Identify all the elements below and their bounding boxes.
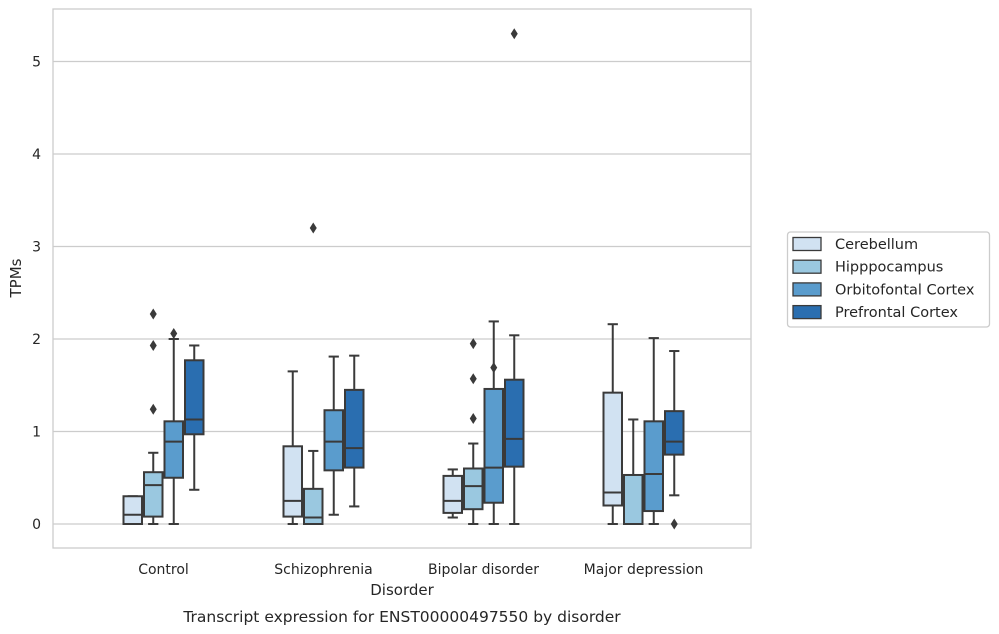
iqr-box: [623, 473, 644, 526]
iqr-box: [282, 445, 303, 518]
box-plot: [344, 354, 365, 508]
iqr-box: [442, 474, 463, 514]
box-plot: [623, 418, 644, 526]
outlier-point: [469, 338, 477, 350]
iqr-box: [303, 487, 324, 526]
x-axis-label: Disorder: [370, 581, 434, 599]
iqr-box: [323, 409, 344, 472]
box-series: [122, 28, 685, 530]
box-plot: [504, 28, 525, 525]
x-tick-labels: Control Schizophrenia Bipolar disorder Majo…: [138, 562, 703, 578]
box-plot: [483, 320, 504, 525]
outlier-point: [510, 28, 518, 40]
legend: Cerebellum Hipppocampus Orbitofontal Corte…: [786, 231, 991, 328]
iqr-box: [122, 495, 143, 525]
outlier-point: [149, 339, 157, 351]
x-tick-label: Major depression: [584, 562, 704, 578]
iqr-box: [643, 420, 664, 513]
y-tick-label: 5: [32, 55, 41, 71]
legend-label: Orbitofontal Cortex: [835, 282, 975, 298]
y-tick-label: 1: [32, 425, 41, 441]
outlier-point: [309, 222, 317, 234]
outlier-point: [490, 362, 498, 374]
series-hipppocampus: [143, 222, 644, 526]
box-plot: [282, 370, 303, 525]
iqr-box: [344, 388, 365, 469]
legend-label: Cerebellum: [835, 237, 918, 253]
box-plot: [143, 308, 164, 525]
iqr-box: [463, 467, 484, 511]
iqr-box: [664, 410, 685, 456]
outlier-point: [469, 413, 477, 425]
y-axis-label: TPMs: [7, 258, 25, 298]
y-tick-label: 2: [32, 332, 41, 348]
legend-label: Prefrontal Cortex: [835, 305, 958, 321]
box-plot: [664, 350, 685, 530]
outlier-point: [149, 308, 157, 320]
box-plot: [303, 222, 324, 526]
series-orbitofontal-cortex: [163, 320, 664, 525]
box-plot: [163, 327, 184, 525]
outlier-point: [170, 327, 178, 339]
x-tick-label: Schizophrenia: [274, 562, 372, 578]
box-plot: [643, 337, 664, 525]
outlier-point: [149, 403, 157, 415]
outlier-point: [469, 373, 477, 385]
series-cerebellum: [122, 323, 623, 525]
box-plot: [463, 338, 484, 525]
y-tick-label: 4: [32, 147, 41, 163]
box-plot: [122, 495, 143, 525]
box-plot: [442, 468, 463, 519]
legend-swatch: [792, 236, 822, 252]
iqr-box: [163, 420, 184, 479]
y-tick-label: 0: [32, 517, 41, 533]
box-plot: [323, 355, 344, 516]
iqr-box: [483, 387, 504, 504]
x-tick-label: Bipolar disorder: [428, 562, 539, 578]
iqr-box: [504, 378, 525, 468]
legend-swatch: [792, 259, 822, 274]
iqr-box: [143, 471, 164, 518]
outlier-point: [670, 518, 678, 530]
legend-label: Hipppocampus: [835, 260, 943, 276]
legend-frame: [786, 231, 991, 328]
y-tick-labels: 0 1 2 3 4 5: [32, 55, 41, 534]
y-tick-label: 3: [32, 240, 41, 256]
legend-swatch: [792, 304, 822, 320]
series-prefrontal-cortex: [184, 28, 685, 530]
plot-area-frame: [52, 8, 752, 549]
iqr-box: [184, 359, 205, 436]
box-plot: [184, 344, 205, 491]
box-plot: [602, 323, 623, 525]
legend-swatch: [792, 282, 822, 297]
chart-caption: Transcript expression for ENST0000049755…: [182, 608, 621, 626]
iqr-box: [602, 391, 623, 507]
x-tick-label: Control: [138, 562, 189, 578]
